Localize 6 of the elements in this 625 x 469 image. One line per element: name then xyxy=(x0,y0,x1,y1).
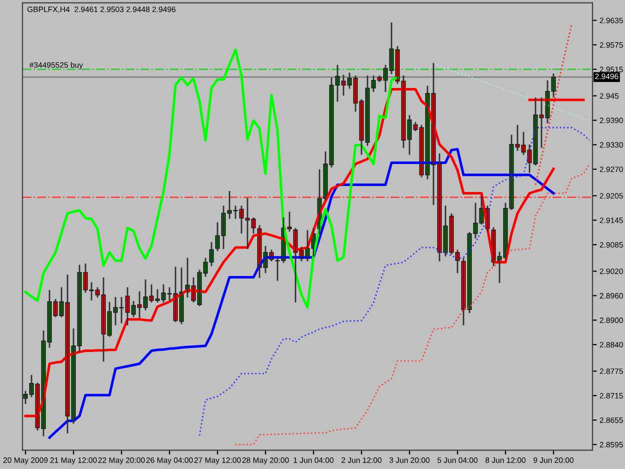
line-series xyxy=(48,148,555,439)
line-series xyxy=(432,62,590,122)
candlestick xyxy=(275,258,280,281)
line-series xyxy=(24,48,399,309)
line-series xyxy=(534,24,572,186)
line-series xyxy=(198,126,590,436)
